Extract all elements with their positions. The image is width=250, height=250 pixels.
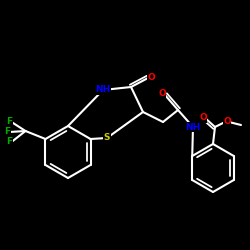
Text: NH: NH (186, 122, 200, 132)
Text: F: F (4, 128, 10, 136)
Text: O: O (158, 90, 166, 98)
Text: S: S (104, 134, 110, 142)
Text: F: F (6, 118, 12, 126)
Text: F: F (6, 138, 12, 146)
Text: O: O (223, 118, 231, 126)
Text: NH: NH (96, 86, 110, 94)
Text: O: O (199, 114, 207, 122)
Text: O: O (147, 72, 155, 82)
